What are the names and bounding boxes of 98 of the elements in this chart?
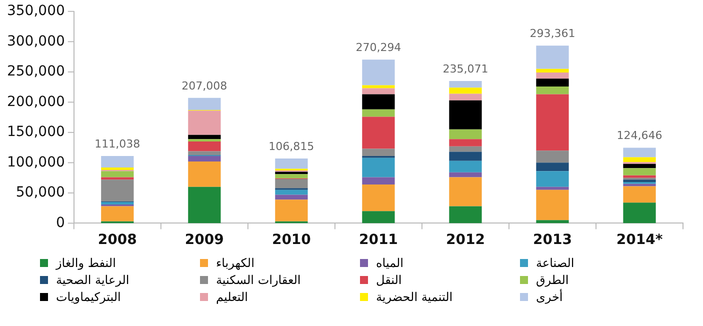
bar xyxy=(449,88,482,94)
bar xyxy=(362,211,395,224)
bar xyxy=(362,184,395,212)
bar xyxy=(188,134,221,140)
bar xyxy=(275,190,308,195)
bar xyxy=(536,190,569,220)
x-tick-label: 2010 xyxy=(272,232,312,248)
bar xyxy=(623,164,656,168)
bar xyxy=(449,100,482,130)
legend-label: العقارات السكنية xyxy=(216,273,301,287)
bar xyxy=(449,172,482,178)
bar xyxy=(362,94,395,110)
bar xyxy=(362,88,395,94)
bar xyxy=(362,109,395,117)
legend-label: البتركيماويات xyxy=(56,290,121,304)
total-label: 293,361 xyxy=(530,27,576,40)
y-tick-label: 350,000 xyxy=(6,3,65,20)
bar xyxy=(362,158,395,178)
total-label: 270,294 xyxy=(356,40,402,54)
bar xyxy=(449,80,482,88)
legend-label: التنمية الحضرية xyxy=(376,290,453,304)
bar xyxy=(188,139,221,142)
y-tick-label: 50,000 xyxy=(16,184,65,201)
total-label: 235,071 xyxy=(442,62,488,76)
bar xyxy=(536,150,569,163)
bar xyxy=(536,171,569,187)
legend-label: الصناعة xyxy=(536,256,574,270)
y-tick-label: 250,000 xyxy=(6,64,65,80)
bar xyxy=(449,177,482,206)
legend-label: النفط والغاز xyxy=(56,256,116,270)
bar xyxy=(536,46,569,69)
bar xyxy=(623,175,656,178)
bar xyxy=(362,116,395,149)
legend-label: المياه xyxy=(376,256,404,270)
bar xyxy=(623,184,656,186)
bar xyxy=(449,94,482,100)
legend-label: النقل xyxy=(376,273,402,287)
bar xyxy=(536,94,569,151)
total-label: 106,815 xyxy=(268,140,314,153)
bar xyxy=(188,156,221,162)
bar xyxy=(536,68,569,73)
bar xyxy=(188,186,221,224)
y-tick-label: 100,000 xyxy=(6,154,65,170)
bar xyxy=(275,158,308,169)
bar xyxy=(275,200,308,222)
bar xyxy=(536,78,569,86)
bar xyxy=(449,139,482,146)
x-tick-label: 2011 xyxy=(358,232,398,248)
bar xyxy=(623,148,656,158)
bar xyxy=(362,85,395,88)
total-label: 207,008 xyxy=(182,79,228,92)
bar xyxy=(623,186,656,203)
bar xyxy=(275,174,308,178)
legend-label: الطرق xyxy=(536,273,569,287)
bar xyxy=(188,142,221,152)
bar xyxy=(536,86,569,94)
legend-label: الرعاية الصحية xyxy=(56,273,130,287)
legend-label: أخرى xyxy=(536,290,563,304)
bar xyxy=(623,180,656,182)
bar xyxy=(449,129,482,140)
bar xyxy=(362,148,395,156)
bar xyxy=(188,110,221,135)
bar xyxy=(362,177,395,184)
total-label: 111,038 xyxy=(94,137,140,150)
bar xyxy=(449,146,482,152)
bar xyxy=(188,151,221,155)
y-tick-label: 0 xyxy=(56,214,65,231)
bar xyxy=(101,180,134,202)
bar xyxy=(101,177,134,180)
bar xyxy=(449,206,482,224)
bar xyxy=(101,171,134,178)
bar xyxy=(623,168,656,176)
bar xyxy=(101,156,134,168)
bar xyxy=(188,98,221,110)
bar xyxy=(623,202,656,224)
bar xyxy=(536,72,569,79)
bar xyxy=(275,179,308,188)
y-tick-label: 300,000 xyxy=(6,33,65,50)
bar xyxy=(188,161,221,187)
x-tick-label: 2012 xyxy=(446,232,485,248)
x-tick-label: 2009 xyxy=(184,232,224,248)
y-tick-label: 150,000 xyxy=(6,124,65,140)
bar xyxy=(101,206,134,222)
x-tick-label: 2013 xyxy=(532,232,572,248)
legend-label: الكهرباء xyxy=(216,256,254,270)
x-tick-label: 2008 xyxy=(98,232,137,248)
bar xyxy=(449,152,482,161)
x-tick-label: 2014* xyxy=(616,232,664,248)
bar xyxy=(623,157,656,162)
bar xyxy=(536,186,569,190)
bar xyxy=(536,162,569,172)
bar xyxy=(275,194,308,200)
bar xyxy=(536,220,569,224)
bar xyxy=(362,60,395,86)
bar xyxy=(449,160,482,172)
y-tick-label: 200,000 xyxy=(6,94,65,110)
legend-label: التعليم xyxy=(216,290,248,304)
total-label: 124,646 xyxy=(616,129,662,142)
